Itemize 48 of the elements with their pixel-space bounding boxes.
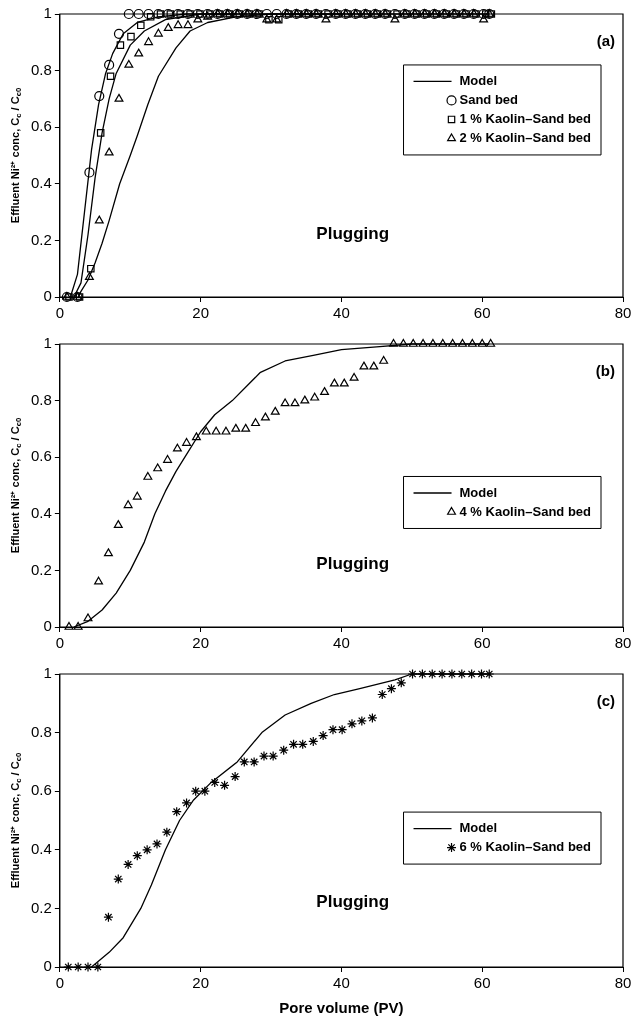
y-tick-label: 0.6: [30, 447, 52, 465]
x-tick-label: 60: [473, 974, 491, 992]
annotation: Plugging: [316, 554, 390, 574]
y-tick-label: 0: [43, 617, 52, 635]
x-tick-label: 80: [614, 634, 632, 652]
y-tick-label: 0.8: [30, 390, 52, 408]
y-tick-label: 0.2: [30, 898, 52, 916]
y-tick-label: 0.8: [30, 722, 52, 740]
x-tick-label: 20: [192, 304, 209, 322]
y-tick-label: 0.2: [30, 230, 52, 248]
text: (c): [596, 692, 615, 710]
y-tick-label: 0.4: [30, 173, 52, 191]
x-tick-label: 0: [55, 974, 65, 992]
annotation: Plugging: [316, 892, 390, 912]
legend-label: 2 % Kaolin–Sand bed: [459, 130, 592, 146]
x-tick-label: 60: [473, 634, 491, 652]
y-tick-label: 0.4: [30, 503, 52, 521]
text: (a): [596, 32, 615, 50]
x-tick-label: 40: [333, 634, 350, 652]
legend-label: 4 % Kaolin–Sand bed: [459, 503, 592, 519]
x-tick-label: 80: [614, 304, 632, 322]
legend-label: Model: [459, 820, 498, 836]
y-tick-label: 0.6: [30, 781, 52, 799]
legend-label: 1 % Kaolin–Sand bed: [459, 111, 592, 127]
y-tick-label: 1: [43, 664, 52, 682]
x-tick-label: 40: [333, 974, 350, 992]
x-tick-label: 20: [192, 974, 209, 992]
legend-label: Model: [459, 484, 498, 500]
x-tick-label: 20: [192, 634, 209, 652]
y-tick-label: 0.6: [30, 117, 52, 135]
x-tick-label: 60: [473, 304, 491, 322]
x-tick-label: 40: [333, 304, 350, 322]
legend-label: Model: [459, 73, 498, 89]
x-tick-label: 80: [614, 974, 632, 992]
y-tick-label: 0: [43, 957, 52, 975]
y-tick-label: 0.2: [30, 560, 52, 578]
legend-label: 6 % Kaolin–Sand bed: [459, 839, 592, 855]
annotation: Plugging: [316, 224, 390, 244]
x-tick-label: 0: [55, 634, 65, 652]
x-tick-label: 0: [55, 304, 65, 322]
y-tick-label: 0.4: [30, 839, 52, 857]
y-tick-label: 1: [43, 4, 52, 22]
text: (b): [595, 362, 615, 380]
y-tick-label: 0.8: [30, 60, 52, 78]
legend-label: Sand bed: [459, 92, 519, 108]
y-tick-label: 1: [43, 334, 52, 352]
x-axis-title: Pore volume (PV): [279, 999, 404, 1017]
y-tick-label: 0: [43, 287, 52, 305]
